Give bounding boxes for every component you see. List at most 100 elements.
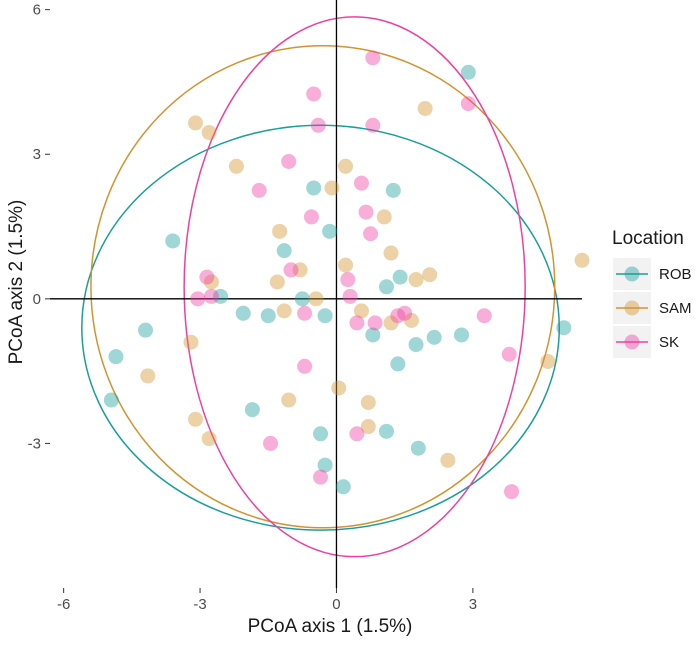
point-rob <box>454 327 470 343</box>
point-sam <box>188 411 204 427</box>
point-sam <box>183 334 199 350</box>
point-rob <box>213 288 229 304</box>
point-rob <box>165 233 181 249</box>
point-sk <box>504 484 520 500</box>
point-rob <box>378 279 394 295</box>
point-rob <box>390 356 406 372</box>
legend-label-rob: ROB <box>659 266 692 283</box>
point-sk <box>203 288 219 304</box>
point-sam <box>422 267 438 283</box>
point-rob <box>235 305 251 321</box>
point-sam <box>203 274 219 290</box>
point-sam <box>188 115 204 131</box>
point-rob <box>365 327 381 343</box>
point-sk <box>297 358 313 374</box>
point-sk <box>363 226 379 242</box>
point-rob <box>460 64 476 80</box>
point-rob <box>103 392 119 408</box>
x-tick-label: -6 <box>57 596 70 613</box>
point-sam <box>440 452 456 468</box>
point-sam <box>360 419 376 435</box>
y-tick-label: 0 <box>33 291 41 308</box>
point-sam <box>281 392 297 408</box>
point-rob <box>385 182 401 198</box>
y-axis-title: PCoA axis 2 (1.5%) <box>6 200 27 365</box>
point-sk <box>397 305 413 321</box>
point-sam <box>383 245 399 261</box>
point-rob <box>276 243 292 259</box>
point-sam <box>269 274 285 290</box>
point-sk <box>367 315 383 331</box>
point-sk <box>306 86 322 102</box>
ellipse-rob <box>81 124 561 531</box>
point-sk <box>199 269 215 285</box>
point-sk <box>342 288 358 304</box>
point-sk <box>358 204 374 220</box>
zero-lines <box>50 0 582 588</box>
point-rob <box>260 308 276 324</box>
point-sk <box>365 117 381 133</box>
point-sam <box>338 158 354 174</box>
point-sam <box>360 394 376 410</box>
point-sam <box>408 272 424 288</box>
point-rob <box>426 329 442 345</box>
legend: Location ROB SAM SK <box>612 228 692 358</box>
point-sk <box>349 426 365 442</box>
point-rob <box>137 322 153 338</box>
point-sam <box>417 100 433 116</box>
point-sam <box>140 368 156 384</box>
point-rob <box>322 223 338 239</box>
y-tick-label: -3 <box>28 435 41 452</box>
point-sam <box>276 303 292 319</box>
legend-key-point <box>624 300 640 316</box>
data-points <box>103 50 590 500</box>
point-rob <box>408 337 424 353</box>
point-sam <box>201 125 217 141</box>
legend-label-sam: SAM <box>659 300 692 317</box>
confidence-ellipses <box>81 16 561 558</box>
ellipse-sam <box>90 45 556 529</box>
point-sk <box>263 435 279 451</box>
legend-key-point <box>624 334 640 350</box>
point-sam <box>540 353 556 369</box>
legend-title: Location <box>612 228 684 249</box>
x-tick-label: 3 <box>469 596 477 613</box>
point-rob <box>317 308 333 324</box>
point-rob <box>392 269 408 285</box>
point-sk <box>353 175 369 191</box>
x-tick-label: 0 <box>332 596 340 613</box>
x-tick-label: -3 <box>193 596 206 613</box>
point-rob <box>313 426 329 442</box>
point-rob <box>244 402 260 418</box>
point-sk <box>313 469 329 485</box>
point-sk <box>501 346 517 362</box>
x-axis-title: PCoA axis 1 (1.5%) <box>248 616 413 637</box>
legend-key-point <box>624 266 640 282</box>
point-sam <box>403 313 419 329</box>
point-sam <box>272 223 288 239</box>
point-sk <box>460 96 476 112</box>
point-rob <box>306 180 322 196</box>
point-sk <box>365 50 381 66</box>
ellipse-sk <box>183 16 526 558</box>
point-sam <box>574 252 590 268</box>
point-rob <box>378 423 394 439</box>
point-sam <box>228 158 244 174</box>
point-sam <box>383 315 399 331</box>
point-rob <box>108 349 124 365</box>
legend-label-sk: SK <box>659 334 679 351</box>
point-sam <box>308 291 324 307</box>
point-sk <box>303 209 319 225</box>
point-sk <box>297 305 313 321</box>
y-tick-label: 3 <box>33 146 41 163</box>
point-sk <box>349 315 365 331</box>
point-rob <box>556 320 572 336</box>
point-sk <box>190 291 206 307</box>
point-sk <box>476 308 492 324</box>
point-sk <box>283 262 299 278</box>
point-rob <box>317 457 333 473</box>
point-sam <box>292 262 308 278</box>
point-sam <box>201 431 217 447</box>
